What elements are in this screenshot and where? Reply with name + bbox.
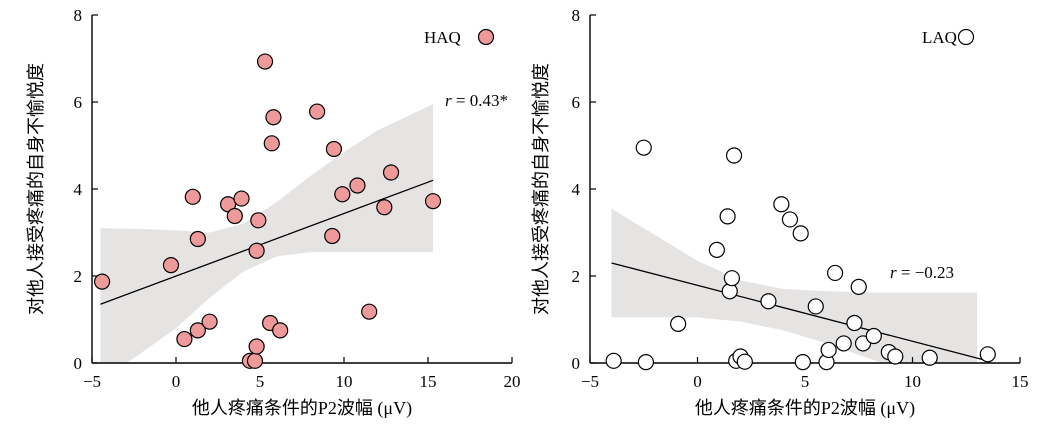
data-point <box>376 199 393 216</box>
data-point <box>708 241 725 258</box>
data-point <box>248 338 265 355</box>
y-tick-label: 6 <box>572 93 581 112</box>
data-point <box>725 147 743 164</box>
confidence-band <box>100 104 434 363</box>
data-point <box>325 140 343 158</box>
data-point <box>760 293 777 310</box>
data-point <box>719 208 736 225</box>
y-tick-label: 2 <box>572 267 581 286</box>
data-point <box>93 273 111 290</box>
data-point <box>850 278 867 295</box>
legend-label: HAQ <box>424 28 461 47</box>
data-point <box>670 315 687 332</box>
x-tick-label: 0 <box>172 372 181 391</box>
data-point <box>605 352 622 369</box>
data-point <box>921 349 938 366</box>
x-tick-label: 15 <box>1012 372 1029 391</box>
data-point <box>256 53 274 70</box>
data-point <box>201 313 218 330</box>
data-point <box>309 103 326 120</box>
y-tick-label: 2 <box>74 267 83 286</box>
data-point <box>792 225 809 242</box>
data-point <box>826 264 844 282</box>
data-point <box>723 270 741 287</box>
x-tick-label: 5 <box>801 372 810 391</box>
data-point <box>246 352 264 369</box>
y-axis-label: 对他人接受疼痛的自身不愉悦度 <box>531 63 551 315</box>
data-point <box>189 230 206 248</box>
confidence-band <box>611 208 977 363</box>
x-tick-label: 20 <box>504 372 521 391</box>
x-tick-label: −5 <box>581 372 599 391</box>
data-point <box>820 341 837 359</box>
data-point <box>773 196 790 213</box>
data-point <box>979 346 996 363</box>
y-tick-label: 4 <box>572 180 581 199</box>
data-point <box>794 354 811 371</box>
data-point <box>265 109 282 126</box>
data-point <box>382 164 400 181</box>
data-point <box>361 303 378 320</box>
data-point <box>887 348 904 365</box>
legend-label: LAQ <box>922 28 957 47</box>
legend-marker <box>957 28 975 46</box>
data-point <box>324 227 341 245</box>
data-point <box>736 353 753 370</box>
data-point <box>635 139 652 156</box>
data-point <box>865 327 882 345</box>
y-tick-label: 6 <box>74 93 83 112</box>
data-point <box>248 242 265 259</box>
data-point <box>781 211 799 228</box>
data-point <box>334 186 351 203</box>
data-point <box>189 322 206 339</box>
y-tick-label: 0 <box>74 354 83 373</box>
legend-marker <box>477 28 495 46</box>
data-point <box>184 188 201 205</box>
y-tick-label: 8 <box>572 6 581 25</box>
x-tick-label: 0 <box>693 372 702 391</box>
x-tick-label: 10 <box>336 372 353 391</box>
data-point <box>176 330 193 348</box>
x-axis-label: 他人疼痛条件的P2波幅 (μV) <box>695 398 915 419</box>
data-point <box>424 193 442 210</box>
regression-line <box>100 179 434 305</box>
x-tick-label: −5 <box>83 372 101 391</box>
data-point <box>250 212 267 229</box>
x-tick-label: 10 <box>904 372 921 391</box>
y-tick-label: 8 <box>74 6 83 25</box>
data-point <box>263 135 280 152</box>
correlation-annotation: r = 0.43* <box>445 91 508 110</box>
y-tick-label: 0 <box>572 354 581 373</box>
y-tick-label: 4 <box>74 180 83 199</box>
data-point <box>637 354 655 371</box>
data-point <box>162 257 180 274</box>
data-point <box>846 314 863 332</box>
correlation-annotation: r = −0.23 <box>890 263 954 282</box>
regression-line <box>611 262 988 362</box>
x-tick-label: 5 <box>256 372 265 391</box>
x-axis-label: 他人疼痛条件的P2波幅 (μV) <box>192 398 412 419</box>
x-tick-label: 15 <box>420 372 437 391</box>
data-point <box>272 322 289 339</box>
data-point <box>349 177 366 194</box>
data-point <box>233 190 250 207</box>
y-axis-label: 对他人接受疼痛的自身不愉悦度 <box>26 63 46 315</box>
data-point <box>807 298 824 315</box>
data-point <box>226 207 243 225</box>
data-point <box>835 335 852 352</box>
